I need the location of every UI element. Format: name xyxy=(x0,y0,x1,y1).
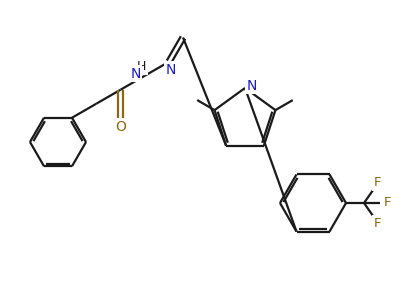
Text: O: O xyxy=(115,120,126,134)
Text: N: N xyxy=(247,79,257,93)
Text: F: F xyxy=(373,176,381,189)
Text: N: N xyxy=(166,63,176,77)
Text: F: F xyxy=(373,217,381,230)
Text: H: H xyxy=(137,60,146,73)
Text: N: N xyxy=(131,67,141,81)
Text: F: F xyxy=(383,197,391,209)
